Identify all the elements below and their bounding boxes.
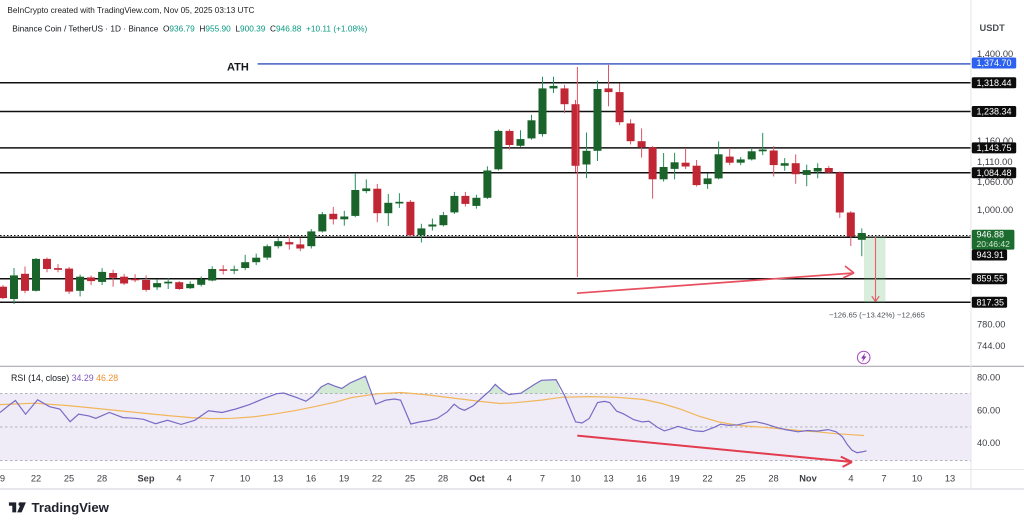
- svg-text:1,400.00: 1,400.00: [977, 49, 1013, 59]
- svg-text:10: 10: [912, 473, 922, 483]
- svg-text:1,160.00: 1,160.00: [977, 136, 1013, 146]
- svg-text:13: 13: [273, 473, 283, 483]
- svg-text:Nov: Nov: [799, 473, 817, 483]
- svg-text:22: 22: [31, 473, 41, 483]
- svg-text:9: 9: [0, 473, 5, 483]
- svg-text:19: 19: [339, 473, 349, 483]
- svg-text:13: 13: [945, 473, 955, 483]
- svg-text:10: 10: [240, 473, 250, 483]
- svg-text:25: 25: [735, 473, 745, 483]
- svg-text:25: 25: [405, 473, 415, 483]
- svg-text:4: 4: [176, 473, 181, 483]
- svg-text:10: 10: [570, 473, 580, 483]
- svg-text:19: 19: [669, 473, 679, 483]
- svg-text:Oct: Oct: [469, 473, 485, 483]
- svg-text:13: 13: [603, 473, 613, 483]
- svg-text:744.00: 744.00: [977, 341, 1005, 351]
- svg-text:1,143.75: 1,143.75: [977, 143, 1012, 153]
- svg-text:16: 16: [306, 473, 316, 483]
- svg-text:943.91: 943.91: [977, 250, 1005, 260]
- svg-text:780.00: 780.00: [977, 320, 1005, 330]
- svg-text:1,238.34: 1,238.34: [977, 107, 1012, 117]
- svg-text:1,110.00: 1,110.00: [977, 157, 1013, 167]
- svg-text:22: 22: [372, 473, 382, 483]
- svg-text:80.00: 80.00: [977, 372, 1000, 382]
- svg-text:859.55: 859.55: [977, 274, 1005, 284]
- svg-text:7: 7: [540, 473, 545, 483]
- svg-text:1,374.70: 1,374.70: [977, 58, 1012, 68]
- svg-text:28: 28: [97, 473, 107, 483]
- svg-text:1,318.44: 1,318.44: [977, 78, 1012, 88]
- svg-text:817.35: 817.35: [977, 297, 1005, 307]
- svg-text:7: 7: [209, 473, 214, 483]
- svg-text:4: 4: [848, 473, 853, 483]
- svg-text:28: 28: [768, 473, 778, 483]
- svg-text:40.00: 40.00: [977, 438, 1000, 448]
- svg-text:22: 22: [702, 473, 712, 483]
- svg-text:946.88: 946.88: [977, 229, 1005, 239]
- svg-text:25: 25: [64, 473, 74, 483]
- svg-text:7: 7: [881, 473, 886, 483]
- svg-text:1,084.48: 1,084.48: [977, 168, 1012, 178]
- svg-text:TradingView: TradingView: [32, 500, 110, 515]
- svg-text:1,000.00: 1,000.00: [977, 205, 1013, 215]
- svg-text:−126.65 (−13.42%) −12,665: −126.65 (−13.42%) −12,665: [829, 311, 925, 320]
- svg-text:USDT: USDT: [980, 23, 1006, 33]
- svg-text:1,060.00: 1,060.00: [977, 177, 1013, 187]
- svg-text:Sep: Sep: [137, 473, 154, 483]
- svg-text:RSI (14, close) 34.29 46.28: RSI (14, close) 34.29 46.28: [11, 373, 118, 383]
- svg-text:60.00: 60.00: [977, 405, 1000, 415]
- svg-text:28: 28: [438, 473, 448, 483]
- svg-text:20:46:42: 20:46:42: [977, 239, 1011, 249]
- svg-text:ATH: ATH: [227, 61, 249, 73]
- svg-text:Binance Coin / TetherUS · 1D ·: Binance Coin / TetherUS · 1D · Binance O…: [12, 24, 367, 34]
- svg-text:4: 4: [507, 473, 512, 483]
- svg-text:16: 16: [636, 473, 646, 483]
- svg-text:BeInCrypto created with Tradin: BeInCrypto created with TradingView.com,…: [7, 6, 254, 15]
